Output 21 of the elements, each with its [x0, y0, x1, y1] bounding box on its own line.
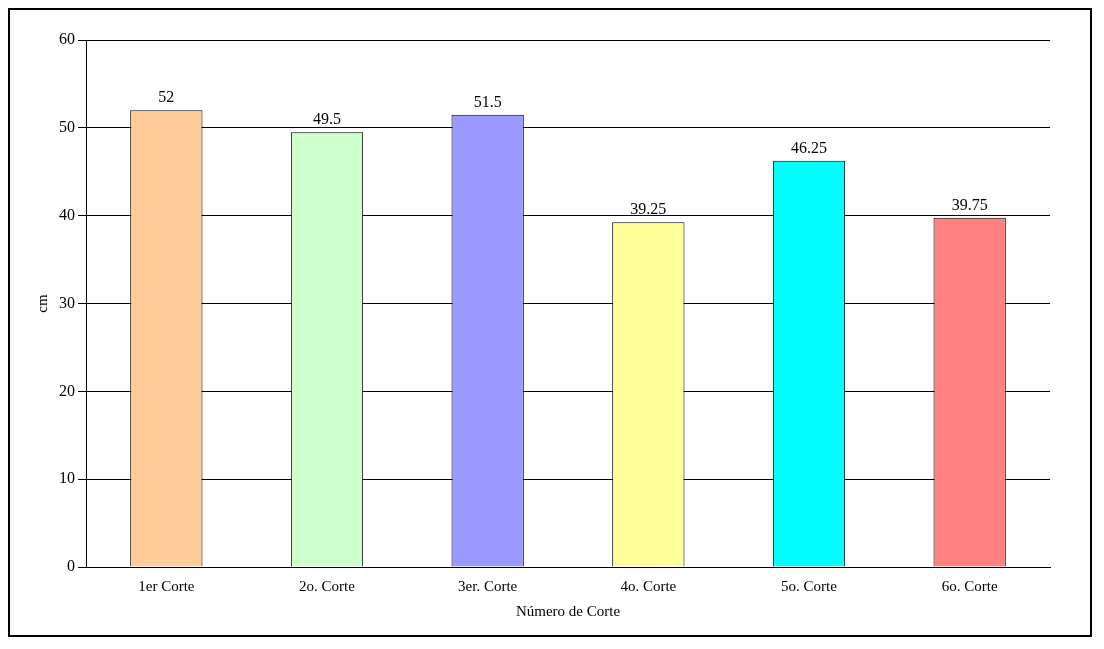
x-tick-label: 5o. Corte	[781, 577, 838, 594]
data-label: 49.5	[313, 110, 341, 128]
y-axis-title: cm	[33, 294, 50, 313]
y-tick-label: 40	[59, 205, 75, 223]
x-tick-label: 2o. Corte	[299, 577, 356, 594]
x-tick-label: 4o. Corte	[620, 577, 677, 594]
y-tick-label: 60	[59, 30, 75, 48]
data-label: 52	[158, 88, 175, 106]
y-tick-label: 10	[59, 469, 75, 487]
x-axis-title: Número de Corte	[515, 602, 621, 619]
x-tick-label: 1er Corte	[138, 577, 195, 594]
y-tick-label: 20	[59, 381, 75, 399]
y-tick-label: 50	[59, 118, 75, 136]
data-label: 39.25	[630, 200, 667, 218]
x-tick-label: 3er. Corte	[458, 577, 518, 594]
data-label: 39.75	[951, 196, 988, 214]
data-label: 51.5	[473, 92, 502, 110]
x-tick-label: 6o. Corte	[941, 577, 998, 594]
y-tick-label: 30	[59, 293, 75, 311]
y-tick-label: 0	[67, 557, 75, 575]
data-label: 46.25	[791, 138, 827, 156]
